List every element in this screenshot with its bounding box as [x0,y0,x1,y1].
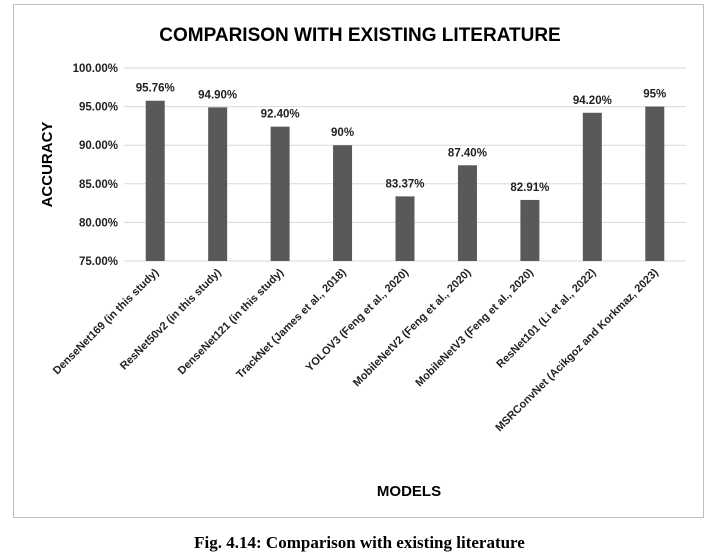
bar [270,126,290,261]
y-tick-label: 80.00% [79,217,118,229]
data-label: 90% [331,127,354,139]
data-labels-layer: 95.76% 94.90% 92.40% 90% 83.37% 87.40% 82.91% 9… [136,83,667,194]
x-category-label: ResNet50v2 (in this study) [118,266,224,372]
y-axis-title: ACCURACY [39,122,56,208]
data-label: 94.90% [198,89,237,101]
data-label: 95% [643,89,666,101]
bar [145,100,165,261]
bar [645,106,665,261]
bar-chart: COMPARISON WITH EXISTING LITERATURE 75.0… [39,25,686,500]
data-label: 82.91% [510,182,549,194]
x-category-label: DenseNet169 (in this study) [51,266,162,377]
y-axis-ticks: 75.00% 80.00% 85.00% 90.00% 95.00% 100.00% [73,63,118,268]
bars-layer [145,100,665,261]
bar [582,112,602,261]
figure-caption: Fig. 4.14: Comparison with existing lite… [194,533,525,552]
x-category-label: YOLOV3 (Feng et al., 2020) [304,266,412,374]
bar [520,199,540,261]
y-tick-label: 100.00% [73,63,118,75]
y-tick-label: 85.00% [79,179,118,191]
x-category-label: MobileNetV2 (Feng et al., 2020) [351,266,474,389]
bar [457,165,477,261]
y-tick-label: 95.00% [79,102,118,114]
x-category-label: ResNet101 (Li et al., 2022) [494,266,598,370]
data-label: 95.76% [136,83,175,95]
x-category-label: MobileNetV3 (Feng et al., 2020) [413,266,536,389]
bar [333,145,353,261]
bar [208,107,228,261]
x-category-label: DenseNet121 (in this study) [176,266,287,377]
x-axis-title: MODELS [377,483,441,500]
data-label: 87.40% [448,147,487,159]
data-label: 83.37% [385,178,424,190]
x-axis-categories: DenseNet169 (in this study)ResNet50v2 (i… [51,266,661,434]
chart-frame: COMPARISON WITH EXISTING LITERATURE 75.0… [13,4,704,518]
chart-title: COMPARISON WITH EXISTING LITERATURE [159,25,560,46]
data-label: 94.20% [573,95,612,107]
x-category-label: TrackNet (James et al., 2018) [234,266,349,381]
data-label: 92.40% [261,109,300,121]
y-tick-label: 90.00% [79,140,118,152]
y-tick-label: 75.00% [79,256,118,268]
bar [395,196,415,261]
